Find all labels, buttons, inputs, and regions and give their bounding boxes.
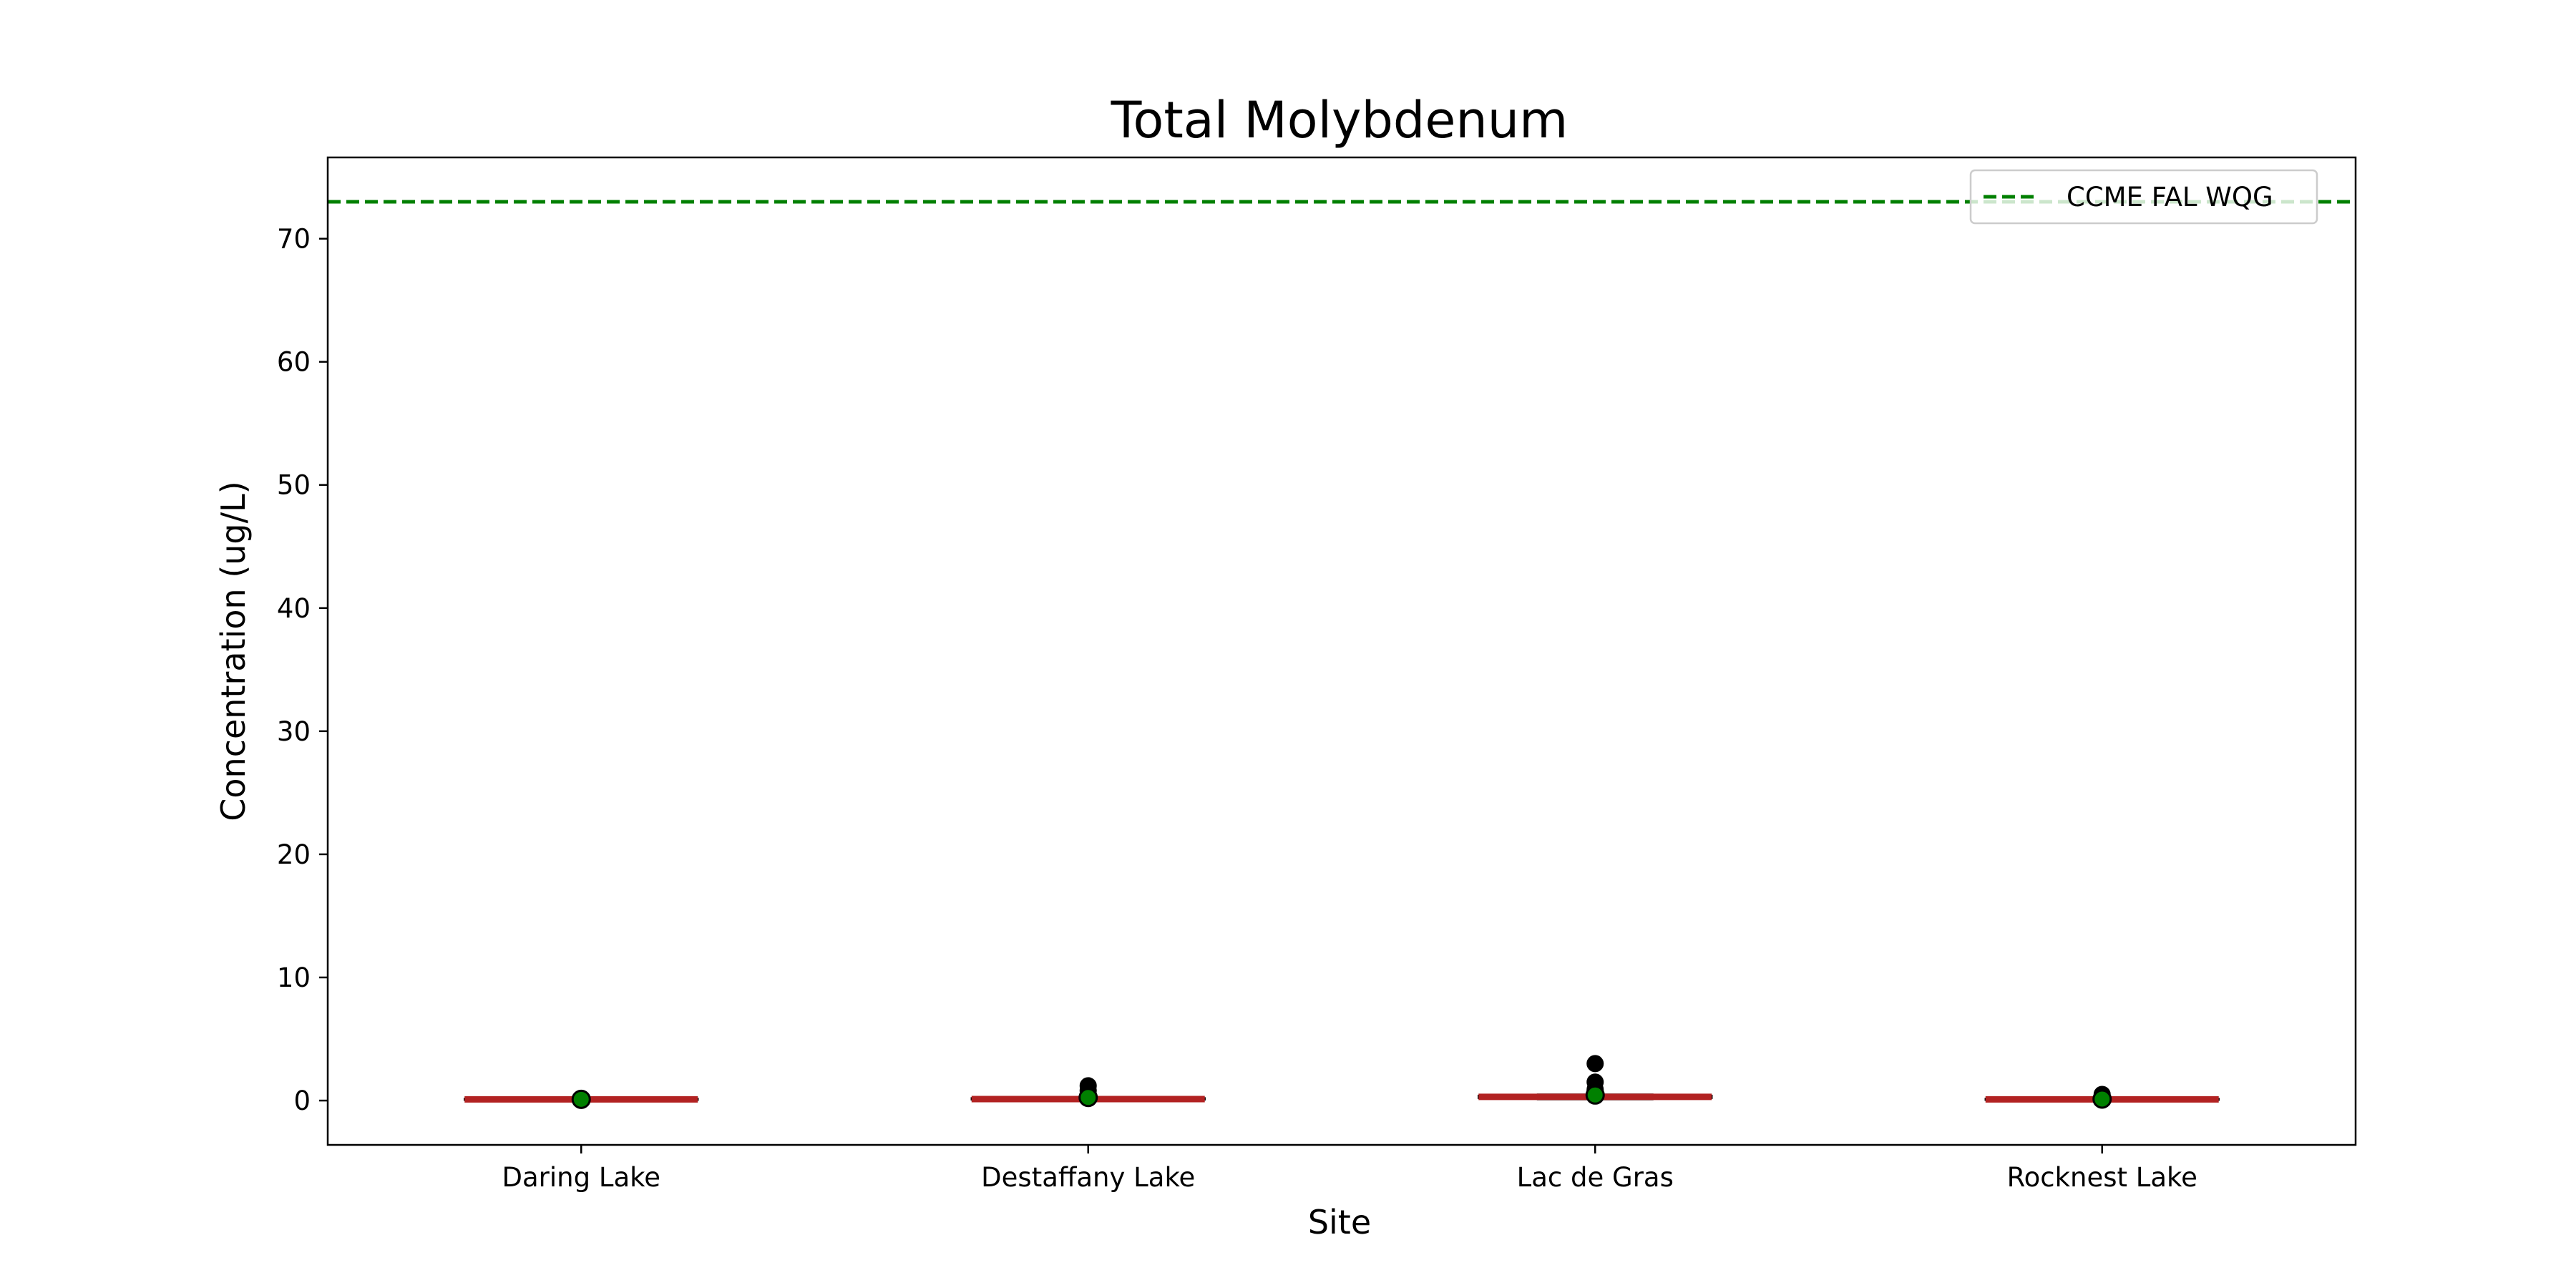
y-tick-label-50: 50 (277, 470, 311, 501)
legend-label-ccme-fal-wqg: CCME FAL WQG (2067, 182, 2273, 213)
outlier-lac-de-gras-3 (1586, 1055, 1604, 1073)
y-axis-label: Concentration (ug/L) (214, 481, 253, 821)
axes: 0 10 20 30 40 50 60 70 Daring Lake Destaffany Lak… (277, 156, 2357, 1193)
mean-marker-daring-lake (571, 1089, 591, 1109)
y-tick-label-70: 70 (277, 224, 311, 255)
y-tick-label-20: 20 (277, 839, 311, 870)
mean-marker-rocknest-lake (2092, 1089, 2112, 1109)
y-tick-label-10: 10 (277, 962, 311, 993)
mean-marker-lac-de-gras (1585, 1085, 1605, 1105)
x-axis-label: Site (1308, 1203, 1371, 1241)
y-tick-label-60: 60 (277, 347, 311, 378)
y-tick-label-40: 40 (277, 593, 311, 624)
legend: CCME FAL WQG (1969, 169, 2318, 225)
mean-marker-destaffany-lake (1078, 1088, 1098, 1108)
plot-area (328, 200, 2356, 1109)
x-tick-label-rocknest-lake: Rocknest Lake (2007, 1162, 2197, 1193)
x-tick-label-lac-de-gras: Lac de Gras (1517, 1162, 1674, 1193)
chart-title: Total Molybdenum (1111, 91, 1568, 150)
x-tick-label-destaffany-lake: Destaffany Lake (981, 1162, 1195, 1193)
x-tick-label-daring-lake: Daring Lake (502, 1162, 660, 1193)
y-tick-label-0: 0 (293, 1085, 311, 1116)
y-tick-label-30: 30 (277, 716, 311, 747)
plot-frame (326, 156, 2357, 1146)
legend-box (1969, 169, 2318, 225)
